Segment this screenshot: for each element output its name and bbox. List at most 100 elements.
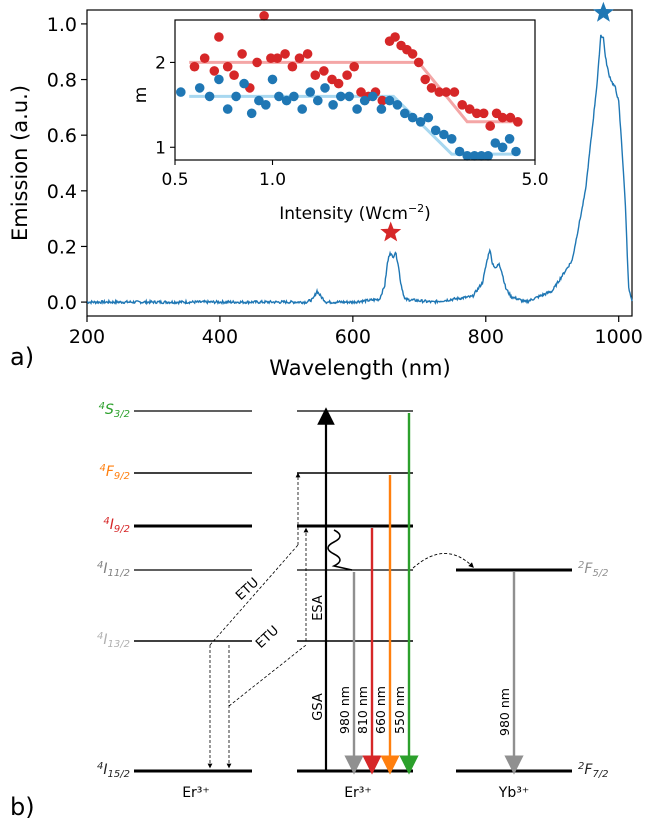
blue-data-point [239,78,249,89]
inset-y-ticks: 12 [155,53,175,158]
gsa-label: GSA [311,693,326,721]
emission-label-660: 660 nm [373,686,388,734]
er-level-label: 4I13/2 [97,631,130,650]
emission-arrows [344,413,419,775]
red-data-point [457,100,468,110]
panel-b-label: b) [10,793,35,821]
blue-data-point [392,100,403,110]
y-tick-label: 0.6 [47,125,77,147]
red-data-point [464,104,475,114]
blue-data-point [281,95,292,106]
emission-series-line [86,34,633,306]
red-data-point [287,61,298,72]
red-data-point [513,117,523,127]
y-tick-label: 0.2 [47,236,77,258]
emission-label-810: 810 nm [355,686,370,734]
inset-x-tick-label: 0.5 [161,170,188,190]
blue-data-point [254,95,264,106]
blue-data-point [384,95,395,106]
blue-data-point [267,74,278,85]
blue-data-point [415,117,426,127]
x-tick-label: 800 [468,326,504,348]
er-level-label: 4F9/2 [99,463,130,482]
species-label-er-middle: Er³⁺ [344,785,372,801]
panel-a-label: a) [10,343,34,371]
red-star-marker [380,221,402,242]
blue-data-point [368,91,378,102]
x-tick-label: 200 [69,326,105,348]
blue-data-point [289,91,299,102]
x-axis-label: Wavelength (nm) [269,356,450,380]
blue-data-point [222,104,233,114]
y-tick-label: 0.4 [47,181,77,203]
red-data-point [342,70,352,80]
red-data-point [413,57,424,68]
esa-label: ESA [311,595,326,621]
x-tick-label: 400 [202,326,238,348]
blue-data-point [305,87,316,97]
blue-data-point [274,91,284,102]
blue-star-marker [593,1,614,22]
blue-data-point [261,100,271,110]
blue-data-point [483,151,493,161]
red-data-point [209,66,220,76]
blue-data-point [400,108,410,119]
red-data-point [356,87,366,97]
red-data-point [294,53,305,63]
red-data-point [472,108,482,119]
y-axis-label: Emission (a.u.) [8,85,32,241]
blue-data-point [462,151,473,161]
inset-y-tick-label: 1 [155,138,166,158]
emission-chart: 0.0 0.2 0.4 0.6 0.8 1.0 200 400 600 800 1000 Emis… [8,1,643,380]
red-data-point [302,49,313,59]
inset-frame-bg [175,20,535,160]
inset-x-tick-label: 1.0 [259,170,286,190]
yb-emission-label: 980 nm [497,688,512,736]
blue-data-point [359,95,370,106]
blue-data-point [214,74,224,85]
er-level-label: 4S3/2 [99,401,130,420]
red-data-point [426,83,437,93]
red-data-point [420,74,431,85]
red-data-point [229,70,239,80]
species-label-yb: Yb³⁺ [498,785,529,801]
x-tick-label: 1000 [595,326,643,348]
er-left-levels [134,410,252,773]
y-tick-label: 0.8 [47,70,77,92]
red-data-point [319,66,329,76]
y-tick-label: 1.0 [47,14,77,36]
blue-data-point [246,108,257,119]
blue-data-point [320,83,330,93]
nonradiative-relaxation [327,529,353,571]
blue-data-point [504,134,515,144]
red-data-point [377,95,388,106]
blue-data-point [439,129,449,140]
yb-level-label: 2F5/2 [578,560,609,579]
energy-transfer-arrow [412,553,474,569]
er-level-labels: 4S3/2 4F9/2 4I9/2 4I11/2 4I13/2 4I15/2 [97,401,130,780]
red-data-point [505,112,516,123]
red-data-point [449,87,460,97]
inset-frame [174,19,536,161]
red-data-point [390,32,400,42]
blue-data-point [454,146,465,157]
inset-x-ticks: 0.5 1.0 5.0 [161,160,549,190]
inset-y-label: m [131,87,151,104]
red-data-point [189,61,200,72]
blue-data-point [297,104,308,114]
red-data-point [237,49,247,59]
x-axis-ticks: 200 400 600 800 1000 [69,316,643,348]
etu-transitions [207,472,309,769]
y-tick-label: 0.0 [47,292,77,314]
red-data-point [272,53,283,63]
red-data-point [252,57,262,68]
blue-data-point [376,104,387,114]
blue-data-point [194,83,205,93]
x-tick-label: 600 [335,326,371,348]
blue-data-point [430,125,441,136]
blue-data-point [423,112,434,123]
emission-label-980: 980 nm [337,686,352,734]
red-data-point [485,121,496,131]
red-data-point [199,53,210,63]
